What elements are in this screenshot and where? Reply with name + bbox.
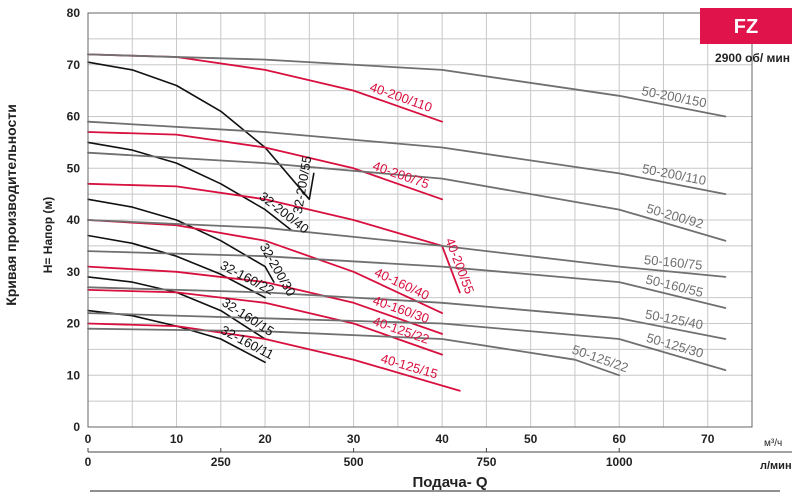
y-tick-label: 10 bbox=[67, 368, 81, 382]
curve-label: 32-200/55 bbox=[290, 155, 315, 215]
curve-40-200-55 bbox=[87, 182, 461, 294]
y-tick-label: 70 bbox=[67, 58, 81, 72]
y-tick-label: 30 bbox=[67, 265, 81, 279]
x-tick-label: 10 bbox=[170, 432, 184, 446]
curves bbox=[87, 53, 727, 392]
x-tick-label: 0 bbox=[85, 432, 92, 446]
curve-32-160-22 bbox=[87, 234, 266, 299]
curve-32-200-30 bbox=[87, 198, 275, 283]
curve-50-200-110 bbox=[87, 120, 727, 195]
curve-50-125-22 bbox=[87, 327, 621, 377]
y-tick-label: 20 bbox=[67, 317, 81, 331]
x-tick-label: 40 bbox=[435, 432, 449, 446]
curve-40-125-22 bbox=[87, 289, 443, 356]
curve-label: 50-125/22 bbox=[570, 342, 630, 376]
curve-32-200-55 bbox=[87, 61, 315, 201]
curve-50-125-40 bbox=[87, 286, 727, 340]
curve-50-200-92 bbox=[87, 151, 727, 242]
curve-50-160-75 bbox=[87, 219, 727, 278]
curve-32-200-40 bbox=[87, 141, 293, 232]
x-unit-bottom: л/мин bbox=[760, 460, 792, 472]
fz-badge-text: FZ bbox=[734, 16, 758, 38]
x-axis-title: Подача- Q bbox=[412, 474, 487, 491]
curve-50-200-150 bbox=[87, 53, 727, 118]
curve-50-125-30 bbox=[87, 312, 727, 371]
axes: 0 10 20 30 40 50 60 70 80 0 10 20 30 40 50 60 70 0 250 500 7… bbox=[67, 6, 792, 469]
y-tick-label: 50 bbox=[67, 161, 81, 175]
x-tick-label-lmin: 250 bbox=[211, 455, 231, 469]
curve-label: 40-200/110 bbox=[368, 79, 434, 115]
x-tick-label: 20 bbox=[258, 432, 272, 446]
curve-40-125-15 bbox=[87, 322, 461, 392]
plot-frame bbox=[87, 12, 753, 428]
x-tick-label: 70 bbox=[701, 432, 715, 446]
y-axis-title: H= Напор (м) bbox=[41, 197, 55, 273]
y-tick-label: 80 bbox=[67, 6, 81, 20]
y-tick-label: 40 bbox=[67, 213, 81, 227]
speed-label: 2900 об/ мин bbox=[715, 51, 790, 65]
x-tick-label: 50 bbox=[524, 432, 538, 446]
x-tick-label-lmin: 1000 bbox=[606, 455, 633, 469]
curve-40-200-75 bbox=[87, 131, 443, 201]
curve-label: 50-160/75 bbox=[643, 252, 703, 273]
x-tick-label-lmin: 750 bbox=[476, 455, 496, 469]
left-vertical-title: Кривая производительности bbox=[3, 104, 19, 306]
x-tick-label: 30 bbox=[347, 432, 361, 446]
x-unit-top: м³/ч bbox=[764, 438, 782, 449]
grid bbox=[87, 12, 753, 428]
curve-50-160-55 bbox=[87, 250, 727, 309]
curve-40-160-30 bbox=[87, 265, 443, 335]
curve-label: 40-200/75 bbox=[371, 158, 431, 192]
y-tick-label: 0 bbox=[73, 420, 80, 434]
fz-badge-bg bbox=[700, 8, 792, 44]
x-tick-label-lmin: 0 bbox=[85, 455, 92, 469]
y-tick-label: 60 bbox=[67, 110, 81, 124]
curve-label: 40-200/55 bbox=[442, 236, 477, 296]
curve-label: 50-200/92 bbox=[645, 201, 705, 232]
curve-label: 40-125/15 bbox=[379, 351, 439, 382]
x-tick-label: 60 bbox=[613, 432, 627, 446]
x-tick-label-lmin: 500 bbox=[344, 455, 364, 469]
